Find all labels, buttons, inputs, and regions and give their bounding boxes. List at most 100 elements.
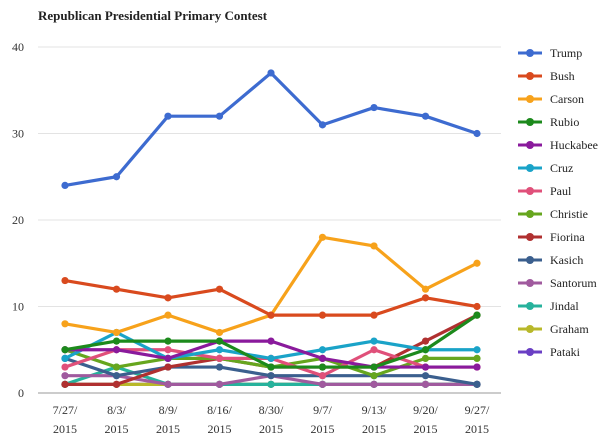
data-point	[215, 112, 224, 120]
data-point	[215, 328, 224, 337]
data-point	[164, 294, 172, 302]
data-point	[112, 285, 121, 293]
data-point	[473, 346, 481, 354]
data-point	[61, 320, 69, 328]
data-point	[318, 346, 327, 354]
legend-marker	[526, 256, 534, 264]
data-point	[112, 363, 121, 371]
data-point	[318, 380, 327, 388]
data-point	[473, 380, 481, 388]
series-carson	[61, 233, 481, 337]
legend-item-christie[interactable]: Christie	[518, 207, 588, 221]
data-point	[215, 337, 224, 345]
legend-item-trump[interactable]: Trump	[518, 46, 582, 60]
legend-marker	[526, 141, 534, 149]
data-point	[215, 346, 224, 354]
legend-label: Jindal	[550, 299, 579, 313]
data-point	[318, 311, 327, 319]
x-tick-label: 8/9/2015	[156, 403, 180, 436]
legend-label: Pataki	[550, 345, 581, 359]
data-point	[164, 112, 172, 120]
data-point	[61, 372, 69, 380]
data-point	[164, 337, 172, 345]
data-point	[421, 346, 430, 354]
legend-item-paul[interactable]: Paul	[518, 184, 572, 198]
data-point	[370, 103, 378, 112]
legend-item-huckabee[interactable]: Huckabee	[518, 138, 598, 152]
data-point	[267, 311, 275, 319]
legend-marker	[526, 95, 534, 103]
x-tick-label: 9/13/2015	[362, 403, 387, 436]
data-point	[267, 69, 275, 77]
legend-label: Trump	[550, 46, 582, 60]
data-point	[318, 372, 327, 380]
data-point	[421, 294, 430, 302]
data-point	[421, 372, 430, 380]
legend-item-rubio[interactable]: Rubio	[518, 115, 579, 129]
data-point	[318, 233, 327, 241]
data-point	[267, 363, 275, 371]
data-point	[421, 285, 430, 293]
x-tick-label: 8/3/2015	[105, 403, 129, 436]
data-point	[370, 337, 378, 345]
data-point	[318, 121, 327, 129]
x-tick-label: 8/30/2015	[259, 403, 284, 436]
legend-item-graham[interactable]: Graham	[518, 322, 589, 336]
legend-marker	[526, 187, 534, 195]
series-line	[63, 71, 479, 187]
data-point	[370, 346, 378, 354]
legend-item-bush[interactable]: Bush	[518, 69, 575, 83]
data-point	[112, 380, 121, 388]
x-tick-label: 9/27/2015	[465, 403, 490, 436]
data-point	[473, 311, 481, 319]
legend-label: Fiorina	[550, 230, 585, 244]
data-point	[267, 354, 275, 362]
data-point	[370, 372, 378, 380]
data-point	[112, 173, 121, 181]
legend-label: Paul	[550, 184, 572, 198]
x-tick-label: 9/20/2015	[413, 403, 438, 436]
legend-item-kasich[interactable]: Kasich	[518, 253, 583, 267]
data-point	[421, 380, 430, 388]
data-point	[164, 311, 172, 319]
data-point	[215, 380, 224, 388]
data-point	[370, 363, 378, 371]
legend-item-carson[interactable]: Carson	[518, 92, 584, 106]
data-point	[164, 346, 172, 354]
data-point	[318, 354, 327, 362]
legend-marker	[526, 302, 534, 310]
legend-item-pataki[interactable]: Pataki	[518, 345, 581, 359]
legend-marker	[526, 348, 534, 356]
data-point	[112, 346, 121, 354]
legend-marker	[526, 118, 534, 126]
data-point	[112, 328, 121, 337]
series-trump	[61, 69, 481, 189]
data-point	[215, 354, 224, 362]
data-point	[61, 354, 69, 362]
legend-label: Graham	[550, 322, 589, 336]
data-point	[164, 363, 172, 371]
grid-lines	[38, 46, 501, 394]
legend-item-jindal[interactable]: Jindal	[518, 299, 579, 313]
legend-item-cruz[interactable]: Cruz	[518, 161, 573, 175]
data-point	[370, 311, 378, 319]
legend-label: Cruz	[550, 161, 573, 175]
y-tick-label: 0	[18, 386, 24, 400]
data-point	[215, 363, 224, 371]
series-rubio	[61, 311, 481, 371]
series-line	[63, 278, 479, 317]
data-point	[164, 380, 172, 388]
legend-label: Christie	[550, 207, 588, 221]
data-point	[473, 363, 481, 371]
data-point	[473, 354, 481, 362]
data-point	[112, 337, 121, 345]
legend-item-fiorina[interactable]: Fiorina	[518, 230, 585, 244]
y-tick-label: 30	[12, 127, 24, 141]
data-point	[61, 181, 69, 189]
legend: Trump Bush Carson Rubio Huckabee Cruz Paul Chri…	[518, 46, 598, 359]
legend-label: Santorum	[550, 276, 597, 290]
data-point	[112, 372, 121, 380]
legend-label: Carson	[550, 92, 584, 106]
legend-item-santorum[interactable]: Santorum	[518, 276, 597, 290]
